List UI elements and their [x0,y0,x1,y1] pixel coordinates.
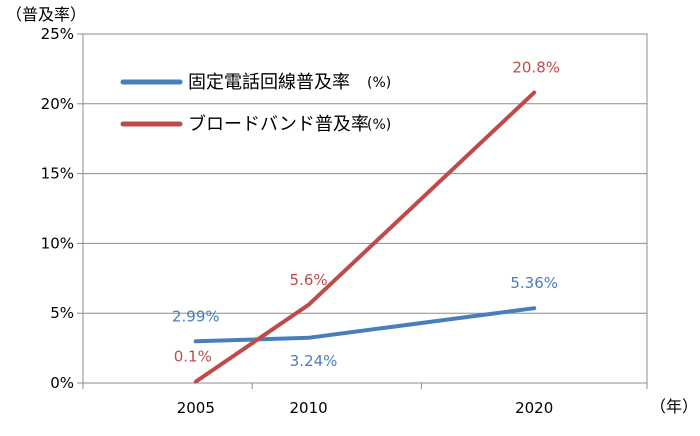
legend: 固定電話回線普及率 (%) ブロードバンド普及率 (%) [120,72,391,135]
y-axis-ticks: 0% 5% 10% 15% 20% 25% [41,25,83,392]
data-labels: 2.99% 3.24% 5.36% 0.1% 5.6% 20.8% [172,59,560,370]
series-lines [193,90,537,384]
y-tick-label-5: 25% [41,25,74,43]
data-label-series-0-0: 2.99% [172,307,220,325]
legend-label-series-0: 固定電話回線普及率 [188,72,350,93]
y-tick-label-4: 20% [41,95,74,113]
y-tick-label-1: 5% [50,304,74,322]
data-label-series-1-0: 0.1% [174,348,212,366]
grid-lines [83,103,647,314]
y-tick-label-0: 0% [50,374,74,392]
data-label-series-1-1: 5.6% [290,271,328,289]
data-label-series-0-2: 5.36% [510,274,558,292]
y-tick-label-2: 10% [41,234,74,252]
data-label-series-1-2: 20.8% [512,59,560,77]
plot-area [82,33,648,384]
x-tick-label-2: 2020 [515,399,553,417]
series-line-1 [193,90,537,384]
data-label-series-0-1: 3.24% [290,352,338,370]
legend-unit-series-0: (%) [367,75,391,91]
x-axis-label: （年） [650,397,698,416]
series-line-0 [193,306,537,344]
y-axis-label: （普及率） [6,5,86,24]
legend-unit-series-1: (%) [367,117,391,133]
x-axis-ticks: 2005 2010 2020 [82,383,648,417]
y-tick-label-3: 15% [41,165,74,183]
legend-label-series-1: ブロードバンド普及率 [188,113,369,135]
x-tick-label-0: 2005 [177,399,215,417]
x-tick-label-1: 2010 [290,399,328,417]
